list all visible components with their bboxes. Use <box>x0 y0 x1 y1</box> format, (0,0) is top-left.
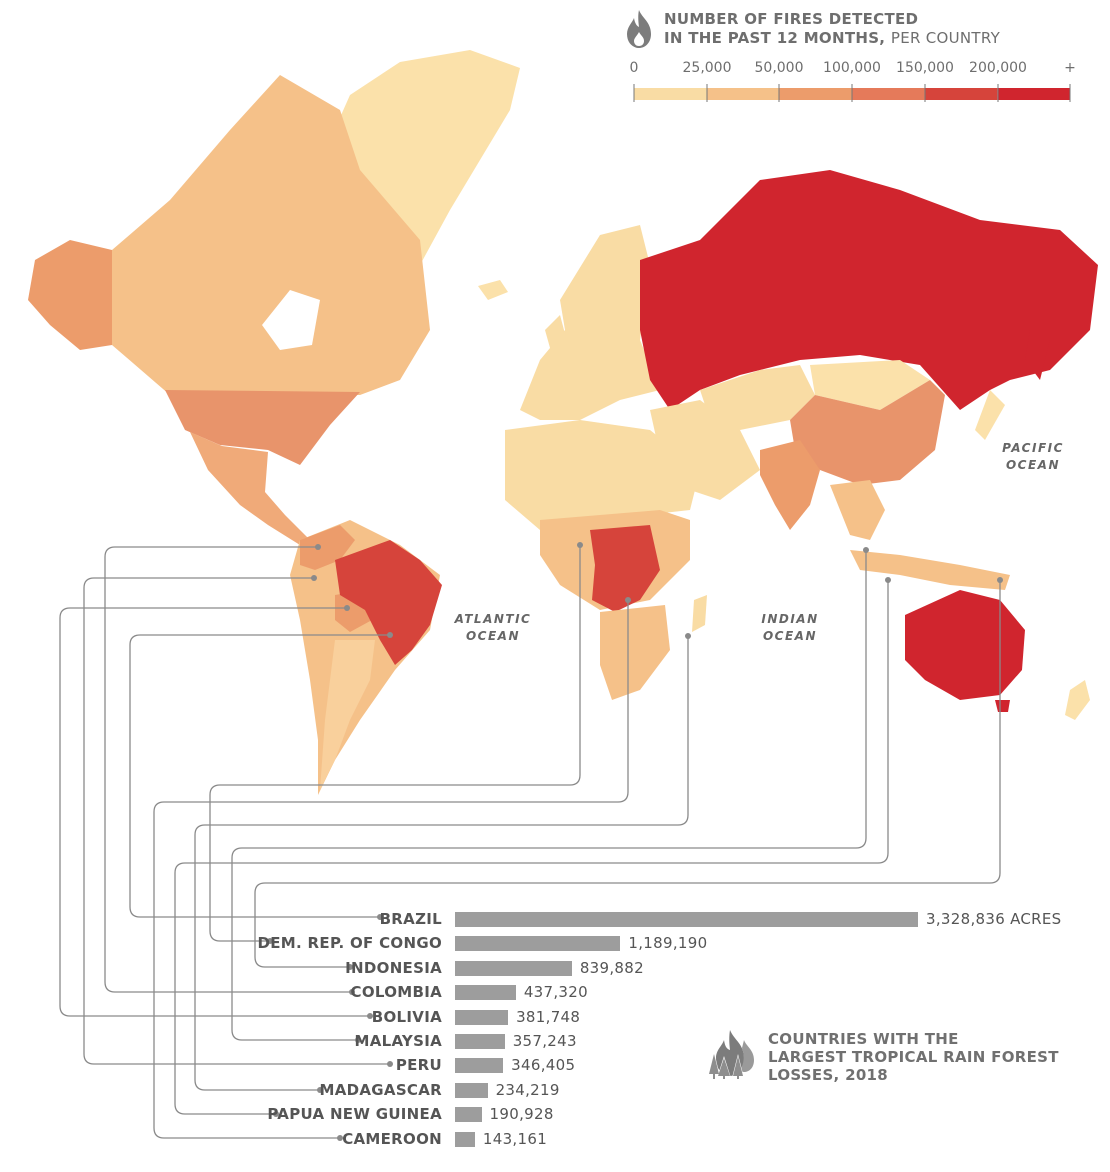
bar <box>455 1058 503 1073</box>
legend-swatch <box>852 88 925 100</box>
bar-title-line2: LARGEST TROPICAL RAIN FOREST <box>768 1048 1068 1066</box>
bar-label: MALAYSIA <box>354 1032 442 1050</box>
legend-tick-3: 100,000 <box>823 60 881 76</box>
flame-icon <box>624 8 654 50</box>
bar <box>455 985 516 1000</box>
bar-title-line3: LOSSES, 2018 <box>768 1066 1068 1084</box>
indian-line2: OCEAN <box>745 628 835 645</box>
bar-label: COLOMBIA <box>351 983 442 1001</box>
bar-label: INDONESIA <box>345 959 442 977</box>
legend-tick-2: 50,000 <box>755 60 804 76</box>
bar-label: PERU <box>396 1056 442 1074</box>
bar <box>455 1083 488 1098</box>
legend-tick-4: 150,000 <box>896 60 954 76</box>
forest-fire-icon <box>704 1028 760 1080</box>
legend-swatch <box>707 88 780 100</box>
bar-chart-title: COUNTRIES WITH THE LARGEST TROPICAL RAIN… <box>768 1030 1068 1084</box>
bar-label: CAMEROON <box>342 1130 442 1148</box>
bar <box>455 1010 508 1025</box>
bar-value-label: 190,928 <box>490 1105 554 1123</box>
bar-value-label: 357,243 <box>513 1032 577 1050</box>
bar-label: DEM. REP. OF CONGO <box>258 934 443 952</box>
atlantic-ocean-label: ATLANTIC OCEAN <box>448 611 538 645</box>
legend-swatch <box>634 88 707 100</box>
legend-title: NUMBER OF FIRES DETECTED IN THE PAST 12 … <box>664 10 1000 48</box>
bar-value-label: 3,328,836 ACRES <box>926 910 1062 928</box>
legend-color-scale <box>630 84 1080 104</box>
bar-title-line1: COUNTRIES WITH THE <box>768 1030 1068 1048</box>
bar-label: MADAGASCAR <box>320 1081 443 1099</box>
bar <box>455 1132 475 1147</box>
bar <box>455 936 620 951</box>
legend-swatch <box>997 88 1070 100</box>
bar <box>455 1107 482 1122</box>
bar-value-label: 143,161 <box>483 1130 547 1148</box>
atlantic-line1: ATLANTIC <box>448 611 538 628</box>
indian-ocean-label: INDIAN OCEAN <box>745 611 835 645</box>
legend-tick-1: 25,000 <box>683 60 732 76</box>
bar-value-label: 839,882 <box>580 959 644 977</box>
legend-title-line2-bold: IN THE PAST 12 MONTHS, <box>664 29 885 47</box>
bar-label: BRAZIL <box>380 910 442 928</box>
bar <box>455 912 918 927</box>
bar-value-label: 234,219 <box>496 1081 560 1099</box>
pacific-line2: OCEAN <box>988 457 1078 474</box>
pacific-line1: PACIFIC <box>988 440 1078 457</box>
bar-label: PAPUA NEW GUINEA <box>267 1105 442 1123</box>
bar <box>455 961 572 976</box>
bar-value-label: 381,748 <box>516 1008 580 1026</box>
legend-title-line1: NUMBER OF FIRES DETECTED <box>664 10 1000 29</box>
bar-label: BOLIVIA <box>372 1008 442 1026</box>
legend-tick-0: 0 <box>630 60 639 76</box>
bar-value-label: 437,320 <box>524 983 588 1001</box>
indian-line1: INDIAN <box>745 611 835 628</box>
bar-value-label: 346,405 <box>511 1056 575 1074</box>
legend-tick-5: 200,000 <box>969 60 1027 76</box>
bar-value-label: 1,189,190 <box>628 934 707 952</box>
legend-swatch <box>925 88 998 100</box>
pacific-ocean-label: PACIFIC OCEAN <box>988 440 1078 474</box>
legend-tick-6: + <box>1064 60 1076 76</box>
legend-swatch <box>779 88 852 100</box>
legend-title-line2-regular: PER COUNTRY <box>891 29 1000 47</box>
bar <box>455 1034 505 1049</box>
atlantic-line2: OCEAN <box>448 628 538 645</box>
